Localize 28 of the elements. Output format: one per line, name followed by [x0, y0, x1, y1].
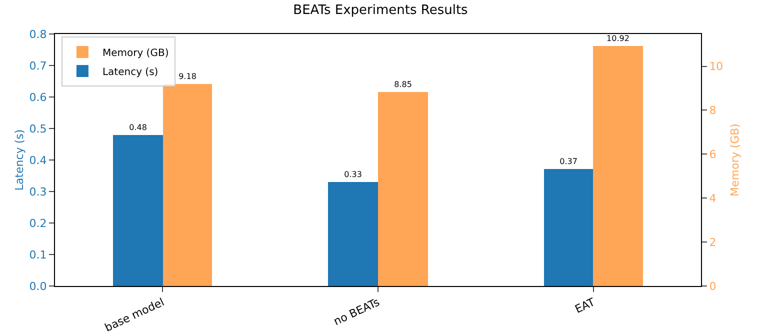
- y2-tick-label: 4: [709, 192, 716, 205]
- x-tick-label: no BEATs: [332, 296, 382, 328]
- data-label: 10.92: [606, 34, 630, 43]
- y2-axis-title: Memory (GB): [728, 124, 742, 196]
- y-tick-label: 0.3: [29, 185, 47, 198]
- chart-title: BEATs Experiments Results: [293, 3, 468, 18]
- y-tick-label: 0.0: [29, 280, 47, 293]
- y-tick-label: 0.8: [29, 28, 47, 41]
- y2-tick-label: 2: [709, 236, 716, 249]
- data-label: 0.33: [344, 170, 362, 179]
- y-tick-label: 0.5: [29, 122, 47, 136]
- y2-tick-label: 8: [709, 104, 716, 118]
- y-tick-label: 0.7: [29, 59, 47, 72]
- y2-tick-label: 0: [709, 280, 716, 293]
- data-label: 8.85: [394, 80, 412, 89]
- y-tick-label: 0.4: [29, 154, 47, 167]
- y2-tick-label: 6: [709, 148, 716, 162]
- y2-tick-label: 10: [709, 60, 724, 74]
- legend-label: Memory (GB): [102, 48, 169, 59]
- y-tick-label: 0.2: [29, 216, 47, 230]
- data-label: 0.48: [129, 123, 147, 132]
- y-axis-title: Latency (s): [13, 129, 26, 191]
- data-label: 0.37: [560, 157, 578, 166]
- y-tick-label: 0.6: [29, 90, 47, 104]
- y-tick-label: 0.1: [29, 248, 47, 262]
- data-label: 9.18: [178, 72, 196, 81]
- x-tick-label: EAT: [572, 296, 598, 316]
- legend-label: Latency (s): [102, 66, 158, 78]
